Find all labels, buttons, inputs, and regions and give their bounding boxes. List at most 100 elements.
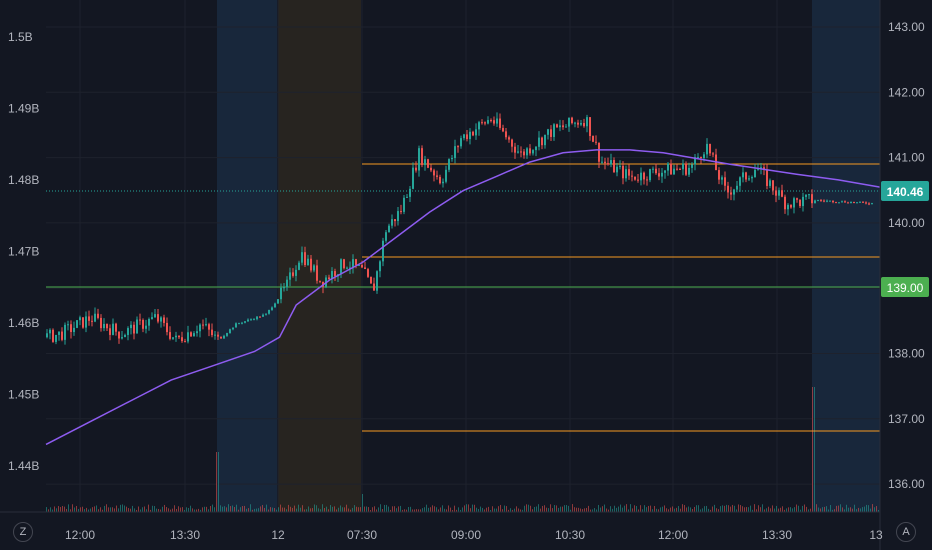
candle-body <box>319 280 321 282</box>
volume-bar <box>324 507 325 512</box>
volume-bar <box>570 509 571 512</box>
volume-bar <box>518 508 519 512</box>
volume-bar <box>406 509 407 512</box>
candle-body <box>466 134 468 140</box>
volume-bar <box>486 507 487 512</box>
volume-bar <box>48 509 49 512</box>
volume-bar <box>312 508 313 512</box>
volume-bar <box>274 508 275 512</box>
volume-bar <box>520 509 521 512</box>
volume-bar <box>382 508 383 512</box>
volume-bar <box>870 508 871 512</box>
volume-bar <box>648 505 649 512</box>
candle-body <box>847 202 849 204</box>
volume-bar <box>174 505 175 512</box>
candle-body <box>655 168 657 174</box>
volume-bar <box>304 509 305 512</box>
volume-bar <box>74 507 75 512</box>
candle-body <box>568 117 570 127</box>
volume-bar <box>668 509 669 512</box>
volume-bar <box>632 508 633 512</box>
candle-body <box>502 127 504 132</box>
volume-bar <box>640 505 641 512</box>
volume-bar <box>830 505 831 512</box>
volume-bar <box>130 508 131 512</box>
volume-bar <box>114 508 115 512</box>
time-axis[interactable]: 12:00 13:30 12 07:30 09:00 10:30 12:00 13:30 13 <box>0 511 883 542</box>
volume-bar <box>288 504 289 512</box>
volume-bar <box>542 505 543 512</box>
volume-bar <box>490 509 491 512</box>
auto-scale-button[interactable]: A <box>896 522 916 542</box>
volume-bar <box>402 509 403 512</box>
volume-bar <box>370 509 371 512</box>
volume-bar <box>514 508 515 512</box>
volume-bar <box>352 507 353 512</box>
volume-bar <box>332 506 333 512</box>
volume-bar <box>754 504 755 512</box>
candle-body <box>415 167 417 171</box>
candle-body <box>421 148 423 166</box>
candle-body <box>865 202 867 204</box>
volume-bar <box>150 509 151 512</box>
candle-body <box>361 265 363 268</box>
volume-bar <box>760 507 761 512</box>
volume-bar <box>784 509 785 512</box>
time-axis-tick: 07:30 <box>347 528 377 542</box>
volume-bar <box>458 507 459 512</box>
volume-bar <box>450 507 451 512</box>
candle-body <box>700 156 702 159</box>
volume-bar <box>124 505 125 512</box>
volume-bar <box>194 509 195 512</box>
candle-body <box>613 160 615 173</box>
volume-bar <box>562 506 563 512</box>
volume-bar <box>306 509 307 512</box>
volume-bar <box>192 508 193 512</box>
volume-bar <box>284 507 285 512</box>
candle-body <box>670 163 672 175</box>
time-axis-tick: 10:30 <box>555 528 585 542</box>
volume-bar <box>764 509 765 512</box>
candle-body <box>643 172 645 180</box>
volume-bar <box>872 504 873 512</box>
volume-bar <box>184 509 185 512</box>
volume-bar <box>146 509 147 512</box>
candle-body <box>202 324 204 326</box>
candle-body <box>649 169 651 181</box>
price-axis[interactable]: 143.00 142.00 141.00 140.00 139.00 138.00 137.… <box>879 0 925 550</box>
candle-body <box>112 323 114 335</box>
volume-bar <box>148 504 149 512</box>
volume-bar <box>606 508 607 512</box>
candle-body <box>448 159 450 170</box>
session-bands <box>217 0 880 512</box>
volume-bar <box>674 508 675 512</box>
volume-bar <box>298 504 299 512</box>
volume-bar <box>692 508 693 512</box>
volume-bar <box>188 507 189 512</box>
volume-bar <box>240 507 241 512</box>
candle-body <box>73 327 75 333</box>
volume-bar <box>200 509 201 512</box>
candle-body <box>208 324 210 330</box>
candle-body <box>814 200 816 204</box>
volume-bar <box>158 508 159 512</box>
candle-body <box>622 165 624 179</box>
volume-bar <box>744 507 745 512</box>
volume-bar <box>182 507 183 512</box>
zoom-toggle-button[interactable]: Z <box>13 522 33 542</box>
candle-body <box>190 332 192 337</box>
candle-body <box>550 129 552 137</box>
candle-body <box>70 324 72 333</box>
candle-body <box>82 317 84 328</box>
volume-bar <box>776 505 777 512</box>
volume-bar <box>666 508 667 512</box>
volume-bar <box>652 509 653 512</box>
price-axis-tick: 142.00 <box>888 85 925 99</box>
volume-bar <box>282 507 283 512</box>
volume-bar <box>748 507 749 512</box>
volume-bar <box>626 504 627 512</box>
candle-body <box>433 170 435 176</box>
candle-body <box>313 265 315 271</box>
volume-bar <box>600 507 601 512</box>
